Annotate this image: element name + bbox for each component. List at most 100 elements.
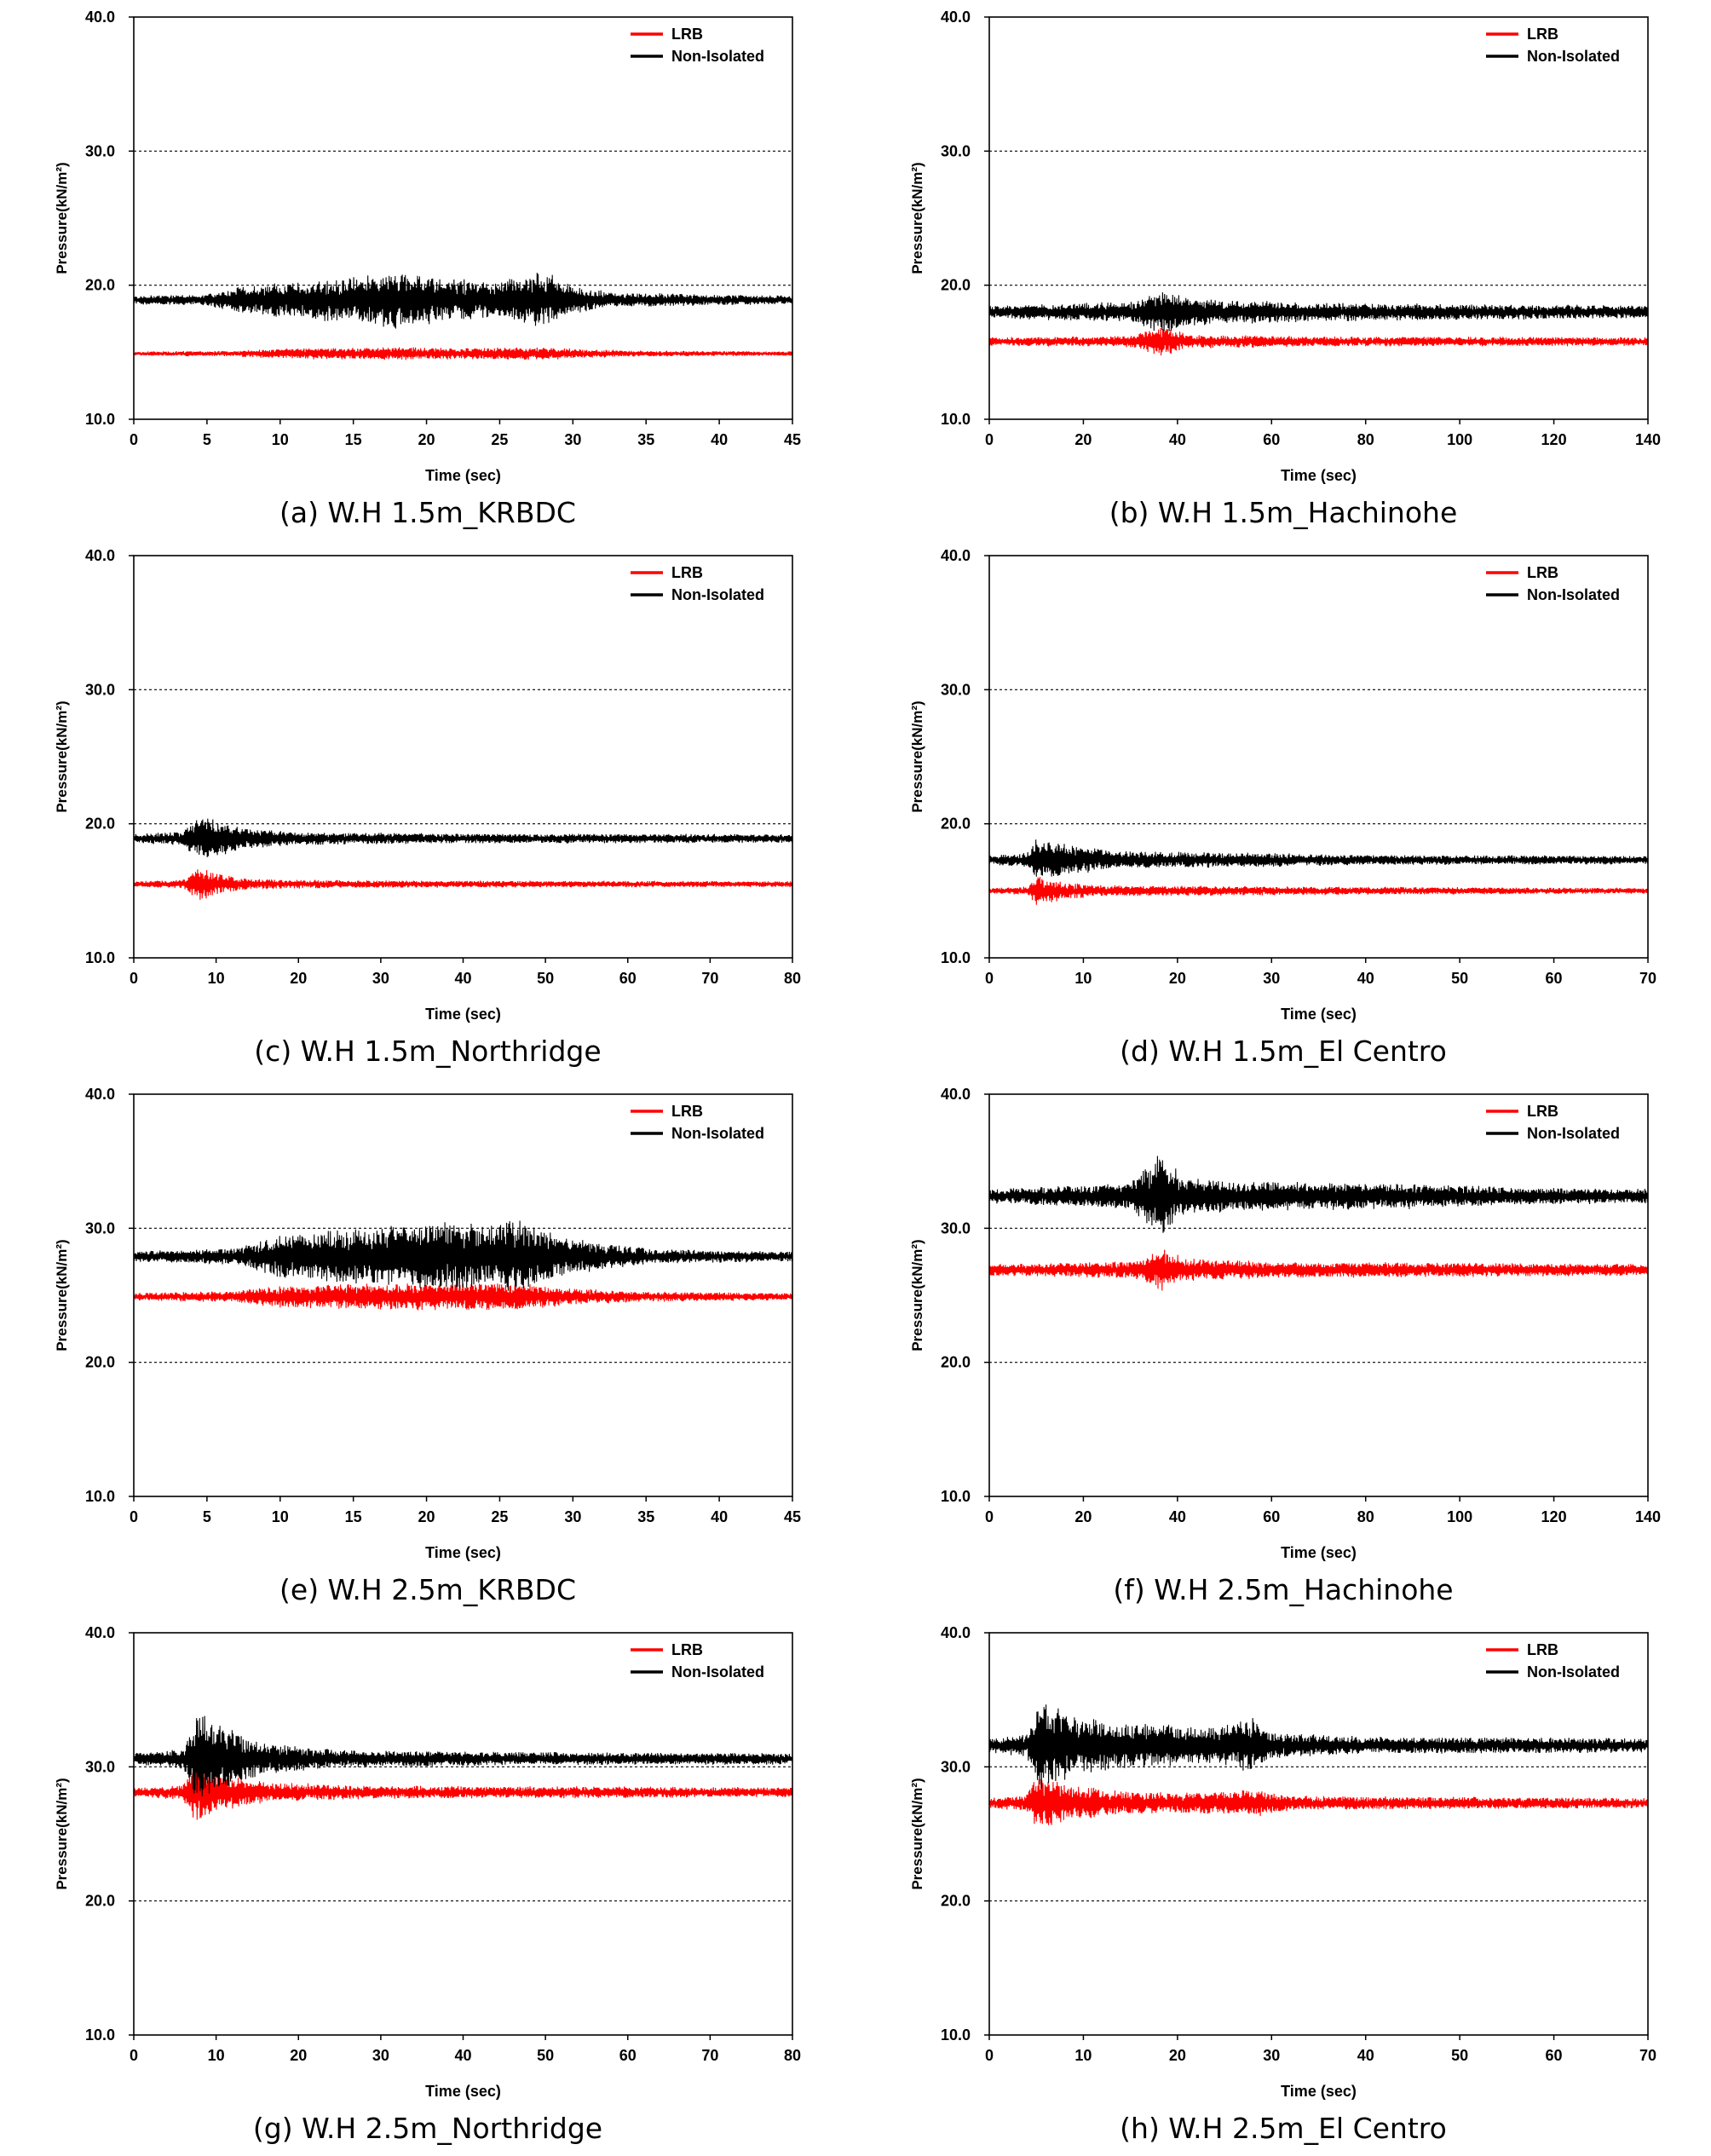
figure-caption: (a) W.H 1.5m_KRBDC <box>279 496 576 529</box>
y-tick-label: 10.0 <box>941 411 971 428</box>
y-tick-label: 40.0 <box>941 547 971 564</box>
plot-frame <box>988 1093 1649 1497</box>
x-tick-label: 0 <box>985 1508 994 1525</box>
figure-caption: (b) W.H 1.5m_Hachinohe <box>1109 496 1458 529</box>
x-tick-label: 40 <box>1169 431 1186 448</box>
x-tick-label: 60 <box>1546 2047 1563 2064</box>
x-tick-label: 10 <box>272 1508 289 1525</box>
x-tick-label: 25 <box>491 1508 508 1525</box>
figure-caption: (g) W.H 2.5m_Northridge <box>252 2112 603 2145</box>
x-tick-label: 0 <box>130 970 138 987</box>
x-tick-label: 80 <box>1357 431 1374 448</box>
x-tick-label: 35 <box>637 431 654 448</box>
chart-svg: 10.0 20.0 30.0 40.0 0 10 20 30 40 50 60 70 Time (sec… <box>909 547 1656 1023</box>
x-tick-label: 0 <box>130 1508 138 1525</box>
x-tick-label: 10 <box>272 431 289 448</box>
series-line-non-isolated <box>133 1220 793 1291</box>
x-tick-label: 20 <box>1074 431 1092 448</box>
x-tick-label: 70 <box>1639 2047 1656 2064</box>
plot-frame <box>988 1632 1649 2036</box>
x-tick-label: 60 <box>1263 1508 1280 1525</box>
x-tick-label: 140 <box>1635 1508 1661 1525</box>
legend-label: LRB <box>1527 1103 1558 1120</box>
y-tick-label: 10.0 <box>941 949 971 966</box>
y-axis-label: Pressure(kN/m²) <box>54 1239 70 1351</box>
x-tick-label: 60 <box>619 970 637 987</box>
x-tick-label: 40 <box>711 431 728 448</box>
y-tick-label: 30.0 <box>85 1219 115 1237</box>
plot-frame <box>133 16 793 420</box>
figure-caption: (e) W.H 2.5m_KRBDC <box>279 1573 576 1606</box>
y-tick-label: 30.0 <box>941 681 971 698</box>
y-axis-label: Pressure(kN/m²) <box>909 162 925 274</box>
chart-panel: 10.0 20.0 30.0 40.0 0 10 20 30 40 50 60 70 80 Time (s… <box>0 1616 856 2154</box>
x-axis-label: Time (sec) <box>425 2083 501 2100</box>
x-tick-label: 120 <box>1541 1508 1567 1525</box>
y-tick-label: 10.0 <box>941 1488 971 1505</box>
plot-frame <box>988 555 1649 959</box>
y-tick-label: 30.0 <box>85 142 115 159</box>
x-tick-label: 20 <box>1169 970 1186 987</box>
legend-label: Non-Isolated <box>1527 1125 1620 1142</box>
x-tick-label: 45 <box>784 1508 801 1525</box>
x-tick-label: 30 <box>372 2047 389 2064</box>
x-tick-label: 0 <box>985 970 994 987</box>
x-axis-label: Time (sec) <box>1281 1544 1357 1561</box>
y-axis-label: Pressure(kN/m²) <box>909 1778 925 1889</box>
y-tick-label: 30.0 <box>941 142 971 159</box>
x-tick-label: 20 <box>1074 1508 1092 1525</box>
series-line-lrb <box>988 1249 1649 1291</box>
x-tick-label: 30 <box>372 970 389 987</box>
x-tick-label: 40 <box>454 2047 471 2064</box>
series-line-non-isolated <box>133 273 793 329</box>
legend-label: LRB <box>671 1641 703 1658</box>
chart-panel: 10.0 20.0 30.0 40.0 0 5 10 15 20 25 30 35 40 45 Time (… <box>0 0 856 539</box>
x-tick-label: 80 <box>784 970 801 987</box>
x-tick-label: 70 <box>701 970 718 987</box>
x-tick-label: 140 <box>1635 431 1661 448</box>
chart-svg: 10.0 20.0 30.0 40.0 0 10 20 30 40 50 60 70 Time (sec… <box>909 1624 1656 2100</box>
x-tick-label: 20 <box>418 431 435 448</box>
chart-svg: 10.0 20.0 30.0 40.0 0 5 10 15 20 25 30 35 40 45 Time (… <box>54 9 801 484</box>
y-tick-label: 30.0 <box>85 1758 115 1775</box>
x-tick-label: 10 <box>1074 970 1092 987</box>
y-tick-label: 40.0 <box>941 9 971 26</box>
figure-caption: (f) W.H 2.5m_Hachinohe <box>1113 1573 1454 1606</box>
y-tick-label: 40.0 <box>941 1086 971 1103</box>
x-tick-label: 70 <box>1639 970 1656 987</box>
x-axis-label: Time (sec) <box>425 1544 501 1561</box>
x-tick-label: 10 <box>1074 2047 1092 2064</box>
chart-svg: 10.0 20.0 30.0 40.0 0 10 20 30 40 50 60 70 80 Time (s… <box>54 1624 801 2100</box>
y-tick-label: 40.0 <box>85 1086 115 1103</box>
legend-label: Non-Isolated <box>671 48 764 65</box>
x-tick-label: 45 <box>784 431 801 448</box>
x-tick-label: 25 <box>491 431 508 448</box>
x-tick-label: 30 <box>564 431 581 448</box>
legend-label: LRB <box>1527 1641 1558 1658</box>
x-tick-label: 100 <box>1447 431 1472 448</box>
chart-panel: 10.0 20.0 30.0 40.0 0 10 20 30 40 50 60 70 Time (sec… <box>856 539 1711 1077</box>
x-tick-label: 120 <box>1541 431 1567 448</box>
y-tick-label: 20.0 <box>941 1893 971 1910</box>
y-tick-label: 10.0 <box>941 2026 971 2044</box>
series-line-lrb <box>133 869 793 900</box>
x-tick-label: 35 <box>637 1508 654 1525</box>
x-tick-label: 80 <box>1357 1508 1374 1525</box>
x-tick-label: 0 <box>130 2047 138 2064</box>
y-tick-label: 20.0 <box>85 816 115 833</box>
x-tick-label: 15 <box>345 1508 362 1525</box>
chart-panel: 10.0 20.0 30.0 40.0 0 10 20 30 40 50 60 70 Time (sec… <box>856 1616 1711 2154</box>
figure-caption: (c) W.H 1.5m_Northridge <box>254 1035 602 1068</box>
x-tick-label: 30 <box>1263 970 1280 987</box>
series-line-lrb <box>988 1778 1649 1825</box>
y-tick-label: 40.0 <box>941 1624 971 1641</box>
y-tick-label: 20.0 <box>85 277 115 294</box>
x-axis-label: Time (sec) <box>1281 2083 1357 2100</box>
legend-label: LRB <box>1527 564 1558 581</box>
chart-panel: 10.0 20.0 30.0 40.0 0 20 40 60 80 100 120 140 Time (… <box>856 1077 1711 1616</box>
figure-caption: (h) W.H 2.5m_El Centro <box>1120 2112 1447 2145</box>
y-tick-label: 10.0 <box>85 1488 115 1505</box>
x-axis-label: Time (sec) <box>1281 467 1357 484</box>
x-tick-label: 30 <box>1263 2047 1280 2064</box>
chart-svg: 10.0 20.0 30.0 40.0 0 20 40 60 80 100 120 140 Time (… <box>909 9 1661 484</box>
